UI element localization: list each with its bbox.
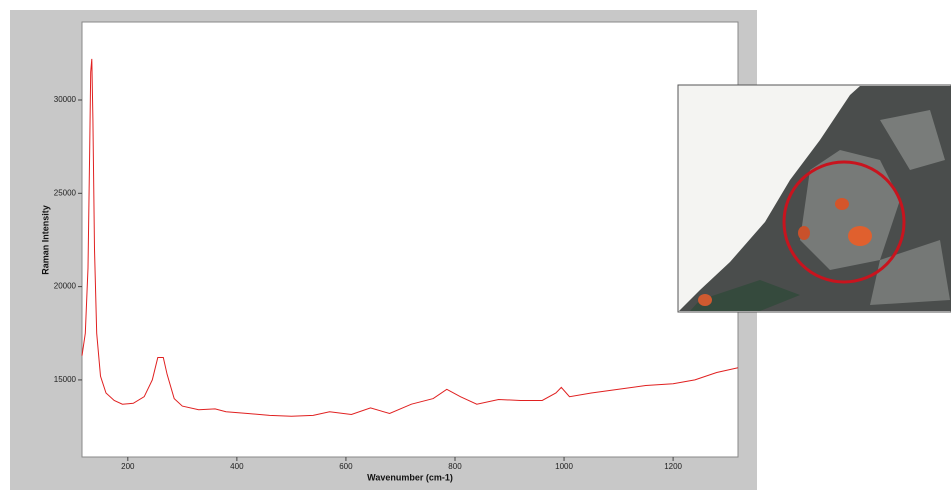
x-tick-label: 400	[230, 462, 244, 471]
rock-green	[690, 280, 800, 311]
x-tick-label: 200	[121, 462, 135, 471]
x-tick-label: 1000	[555, 462, 573, 471]
y-tick-label: 25000	[54, 188, 77, 197]
x-tick-label: 600	[339, 462, 353, 471]
x-tick-label: 800	[448, 462, 462, 471]
plot-area	[81, 21, 739, 458]
y-axis-label: Raman Intensity	[40, 205, 50, 275]
highlight-circle	[782, 160, 906, 284]
rock-speckle	[800, 150, 900, 270]
crystal	[698, 294, 712, 306]
crystal	[848, 226, 872, 246]
spectrum-line	[81, 58, 739, 417]
crystal	[798, 226, 810, 240]
y-tick-label: 15000	[54, 375, 77, 384]
inset-photo	[677, 84, 951, 313]
y-tick-label: 20000	[54, 282, 77, 291]
rock-speckle	[880, 110, 945, 170]
rock-speckle	[870, 240, 950, 305]
crystal	[835, 198, 849, 210]
x-axis-label: Wavenumber (cm-1)	[367, 472, 453, 482]
x-tick-label: 1200	[664, 462, 682, 471]
y-tick-label: 30000	[54, 95, 77, 104]
